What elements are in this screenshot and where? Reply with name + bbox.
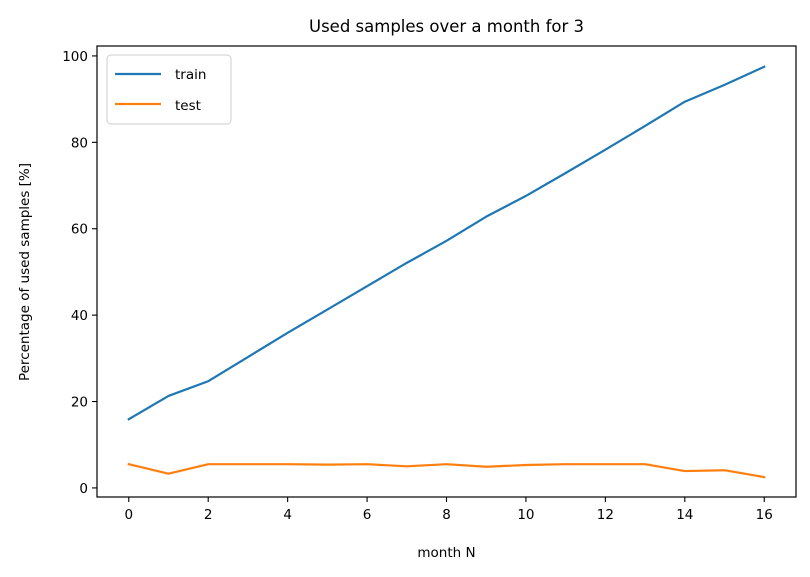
legend-box <box>106 54 232 125</box>
x-tick-label: 6 <box>363 507 372 523</box>
y-tick-label: 0 <box>79 481 88 497</box>
x-axis-ticks: 0 2 4 6 8 10 12 14 16 <box>124 497 773 523</box>
x-tick-label: 10 <box>517 507 534 523</box>
x-axis-label: month N <box>417 545 475 561</box>
x-tick-label: 2 <box>204 507 213 523</box>
y-tick-label: 60 <box>71 222 88 238</box>
series-layer <box>127 65 766 479</box>
chart-title: Used samples over a month for 3 <box>309 17 584 36</box>
x-tick-label: 14 <box>676 507 693 523</box>
legend-label-train: train <box>175 67 206 83</box>
y-axis-label: Percentage of used samples [%] <box>17 163 33 381</box>
y-tick-label: 40 <box>71 308 88 324</box>
y-axis-ticks: 0 20 40 60 80 100 <box>62 49 97 497</box>
series-line-train <box>127 65 766 421</box>
y-tick-label: 80 <box>71 135 88 151</box>
x-tick-label: 12 <box>597 507 614 523</box>
series-line-test <box>127 462 766 479</box>
x-tick-label: 8 <box>442 507 451 523</box>
y-tick-label: 20 <box>71 395 88 411</box>
legend: train test <box>106 54 232 125</box>
y-tick-label: 100 <box>62 49 88 65</box>
x-tick-label: 16 <box>756 507 773 523</box>
legend-label-test: test <box>175 98 201 114</box>
x-tick-label: 0 <box>124 507 133 523</box>
x-tick-label: 4 <box>283 507 292 523</box>
